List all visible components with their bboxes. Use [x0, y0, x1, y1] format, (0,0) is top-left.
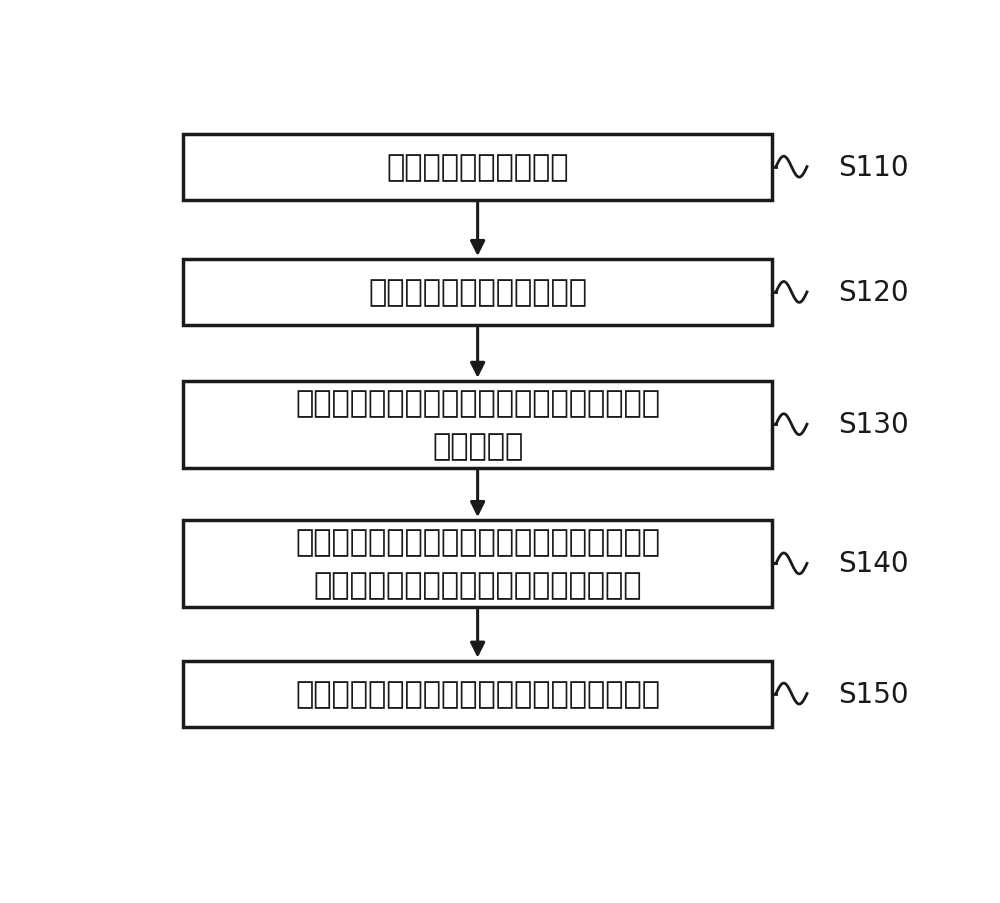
FancyBboxPatch shape	[183, 661, 772, 727]
FancyBboxPatch shape	[183, 520, 772, 607]
Text: S120: S120	[838, 279, 909, 307]
Text: S150: S150	[838, 680, 909, 708]
Text: S110: S110	[838, 154, 909, 182]
FancyBboxPatch shape	[183, 259, 772, 326]
FancyBboxPatch shape	[183, 381, 772, 468]
Text: 控制机械手移动到预设位置: 控制机械手移动到预设位置	[368, 278, 587, 307]
Text: 在显示屏上显示提示信息，指示用户将信号线
放入机械手: 在显示屏上显示提示信息，指示用户将信号线 放入机械手	[295, 389, 660, 461]
Text: S140: S140	[838, 550, 909, 578]
Text: 控制机械手移动，以将信号线插入信号线端口: 控制机械手移动，以将信号线插入信号线端口	[295, 679, 660, 708]
Text: 接收用户输入的信号线确认指令，其中信号线
确认指令表示用户已将信号线放入机械手: 接收用户输入的信号线确认指令，其中信号线 确认指令表示用户已将信号线放入机械手	[295, 528, 660, 600]
Text: 接收到信号线插入指令: 接收到信号线插入指令	[386, 153, 569, 182]
Text: S130: S130	[838, 411, 909, 439]
FancyBboxPatch shape	[183, 135, 772, 200]
